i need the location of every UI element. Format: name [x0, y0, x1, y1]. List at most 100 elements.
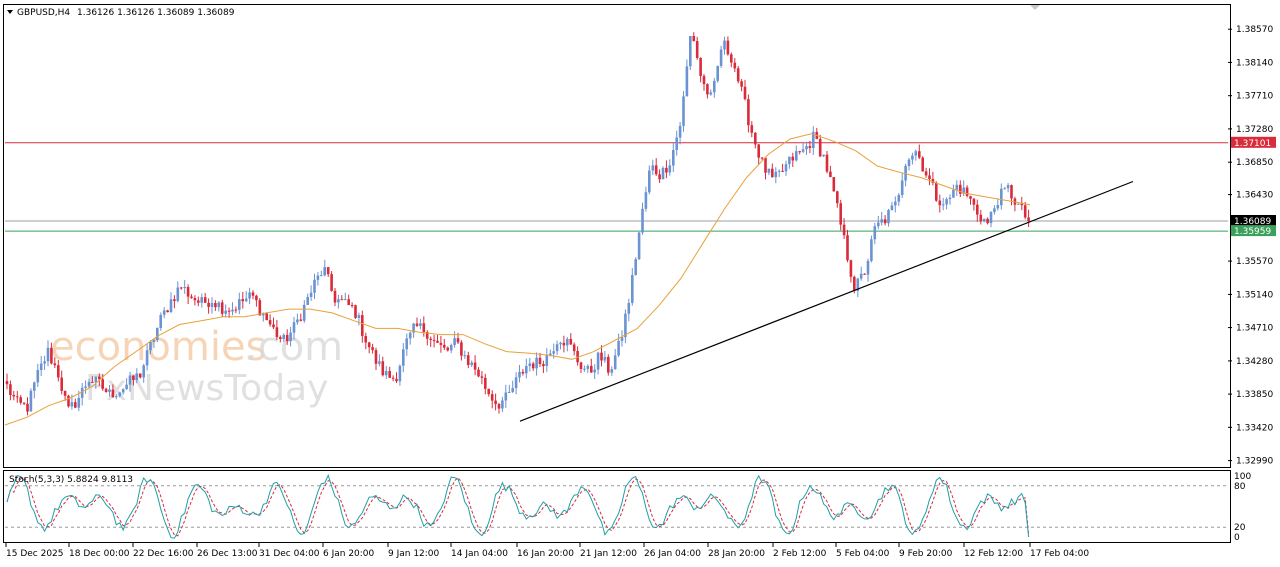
price-pane-frame — [3, 4, 1231, 468]
candle-body — [63, 390, 67, 396]
candle — [887, 208, 890, 227]
candle-body — [166, 310, 169, 313]
candle-body — [918, 151, 921, 158]
candle — [429, 336, 432, 347]
candle-body — [818, 139, 822, 157]
candle — [111, 384, 115, 398]
candle — [220, 299, 224, 318]
candle-body — [251, 292, 255, 296]
candle — [162, 307, 166, 319]
candle-body — [504, 392, 508, 401]
candle — [873, 222, 877, 245]
candle — [33, 381, 36, 399]
candle-body — [781, 170, 784, 172]
candle — [654, 158, 658, 176]
candle — [740, 79, 743, 92]
candle — [388, 366, 391, 378]
time-tick-label: 9 Feb 20:00 — [899, 549, 953, 559]
candle — [808, 140, 812, 154]
candle — [514, 372, 518, 395]
candle — [569, 333, 573, 345]
candle-body — [480, 376, 484, 378]
candle-body — [931, 179, 935, 183]
candle-body — [771, 168, 774, 178]
candle-body — [572, 344, 576, 352]
stoch-pane-frame — [3, 470, 1231, 543]
candle — [470, 360, 473, 367]
candle-body — [596, 352, 600, 370]
price-tag-bg — [1231, 215, 1276, 226]
candle — [596, 351, 600, 375]
candle-body — [993, 208, 996, 212]
candle — [836, 190, 839, 208]
candle — [921, 156, 924, 172]
candle-body — [593, 369, 596, 373]
candle — [436, 335, 439, 343]
candle — [241, 292, 244, 309]
candle-body — [665, 167, 668, 173]
candle — [812, 126, 815, 155]
candle — [665, 160, 668, 179]
candle — [183, 279, 186, 294]
candle — [791, 152, 795, 167]
candle-body — [272, 324, 275, 328]
candle — [501, 396, 504, 413]
candle — [26, 397, 29, 416]
candle — [627, 298, 631, 322]
candle — [145, 344, 149, 371]
candle — [870, 235, 873, 263]
candle — [203, 293, 207, 303]
candle — [138, 373, 142, 379]
candle-body — [1027, 217, 1030, 221]
candle — [292, 316, 296, 340]
time-tick-label: 17 Feb 04:00 — [1030, 549, 1089, 559]
candle — [39, 355, 43, 377]
candle-body — [938, 200, 942, 206]
candle — [767, 168, 771, 176]
candle-body — [955, 184, 959, 190]
candle-body — [948, 197, 952, 200]
candle — [227, 307, 231, 318]
shift-marker-icon[interactable] — [1030, 5, 1040, 10]
candle — [460, 340, 463, 361]
candle-body — [207, 302, 210, 307]
candle-body — [518, 371, 521, 378]
candle — [60, 370, 63, 395]
candle — [706, 83, 709, 99]
candle — [695, 36, 699, 60]
candle-body — [859, 273, 863, 279]
stoch-title: Stoch(5,3,3) 5.8824 9.8113 — [9, 475, 133, 485]
candle-body — [586, 365, 590, 369]
candle — [538, 352, 542, 367]
candle — [702, 74, 706, 91]
candle-body — [238, 299, 241, 310]
candle — [272, 317, 275, 329]
candle — [84, 380, 87, 394]
candle — [672, 142, 675, 172]
price-tag-label: 1.37101 — [1234, 139, 1271, 149]
candle — [733, 58, 737, 73]
dropdown-triangle-icon[interactable] — [7, 10, 13, 14]
candle — [115, 394, 118, 400]
candle-body — [979, 214, 983, 222]
candle-body — [173, 299, 176, 301]
candle — [764, 157, 767, 180]
time-tick-label: 31 Dec 04:00 — [259, 549, 320, 559]
candle — [231, 302, 234, 316]
candle-body — [29, 390, 33, 412]
candle-body — [422, 323, 426, 332]
candle-body — [36, 370, 40, 383]
candle-body — [695, 41, 699, 58]
candle-body — [39, 363, 43, 370]
candle — [248, 287, 251, 305]
candle — [135, 368, 139, 384]
candle — [685, 59, 689, 97]
candle-body — [798, 151, 801, 153]
candle-body — [169, 299, 173, 313]
time-tick-label: 2 Feb 12:00 — [773, 549, 827, 559]
time-tick-label: 26 Jan 04:00 — [644, 549, 701, 559]
price-tick-label: 1.36430 — [1236, 191, 1273, 201]
candle — [941, 197, 945, 211]
time-tick-label: 22 Dec 16:00 — [133, 549, 194, 559]
